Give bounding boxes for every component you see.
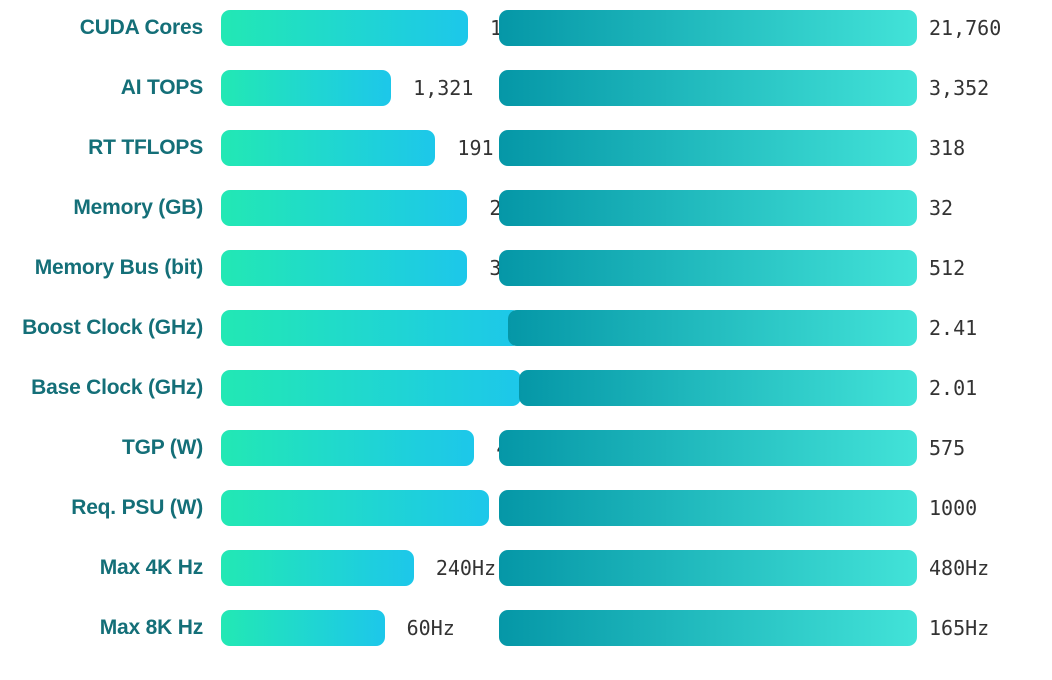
bar-series-a (221, 610, 385, 646)
value-label-a: 1,321 (413, 76, 474, 100)
value-label-a: 60Hz (406, 616, 455, 640)
value-label-b: 3,352 (929, 76, 990, 100)
category-label: Max 4K Hz (99, 556, 203, 579)
bar-series-b (499, 430, 917, 466)
value-label-b: 165Hz (929, 616, 990, 640)
category-label: Max 8K Hz (99, 616, 203, 639)
bar-series-a (221, 190, 468, 226)
chart-row: AI TOPS 1,321 3,352 (0, 70, 1052, 106)
value-label-b: 21,760 (929, 16, 1002, 40)
category-label: RT TFLOPS (88, 136, 203, 159)
category-label: Memory Bus (bit) (34, 256, 204, 279)
bar-series-a (221, 490, 489, 526)
bar-series-b (499, 250, 917, 286)
bar-series-a (221, 550, 414, 586)
chart-row: Req. PSU (W)8501000 (0, 490, 1052, 526)
bar-series-a (221, 130, 436, 166)
bar-series-a (221, 70, 392, 106)
bar-series-a (221, 310, 521, 346)
bar-series-b (507, 310, 917, 346)
chart-row: Max 4K Hz 240Hz 480Hz (0, 550, 1052, 586)
value-label-b: 1000 (929, 496, 978, 520)
chart-row: Memory Bus (bit)384512 (0, 250, 1052, 286)
category-label: Boost Clock (GHz) (22, 316, 203, 339)
bar-series-b (519, 370, 917, 406)
chart-row: Memory (GB)2432 (0, 190, 1052, 226)
category-label: TGP (W) (121, 436, 203, 459)
category-label: AI TOPS (120, 76, 203, 99)
value-label-b: 575 (929, 436, 966, 460)
value-label-b: 2.41 (929, 316, 978, 340)
chart-row: RT TFLOPS 191 318 (0, 130, 1052, 166)
category-label: CUDA Cores (79, 16, 203, 39)
bar-series-b (499, 10, 917, 46)
bar-series-b (499, 550, 917, 586)
bar-series-b (499, 190, 917, 226)
bar-series-b (499, 490, 917, 526)
value-label-a: 240Hz (435, 556, 497, 580)
value-label-b: 318 (929, 136, 966, 160)
bar-series-b (499, 610, 917, 646)
value-label-b: 512 (929, 256, 966, 280)
bar-series-b (499, 70, 917, 106)
bar-series-a (221, 250, 468, 286)
value-label-b: 2.01 (929, 376, 978, 400)
chart-row: TGP (W)450575 (0, 430, 1052, 466)
bar-series-a (221, 370, 521, 406)
value-label-b: 480Hz (929, 556, 990, 580)
chart-row: Boost Clock (GHz)2.522.41 (0, 310, 1052, 346)
value-label-b: 32 (929, 196, 954, 220)
bar-series-a (221, 430, 475, 466)
chart-row: CUDA Cores16,38421,760 (0, 10, 1052, 46)
chart-row: Max 8K Hz 60Hz 165Hz (0, 610, 1052, 646)
bar-series-a (221, 10, 469, 46)
category-label: Req. PSU (W) (71, 496, 203, 519)
category-label: Memory (GB) (73, 196, 203, 219)
value-label-a: 191 (457, 136, 494, 160)
category-label: Base Clock (GHz) (31, 376, 203, 399)
bar-series-b (499, 130, 917, 166)
chart-row: Base Clock (GHz)2.232.01 (0, 370, 1052, 406)
